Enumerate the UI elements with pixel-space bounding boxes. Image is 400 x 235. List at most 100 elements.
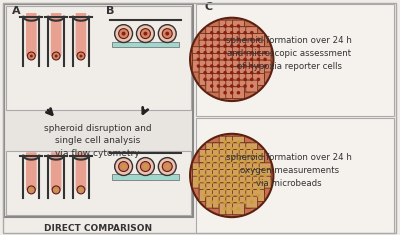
Circle shape [230, 154, 234, 157]
Text: DIRECT COMPARISON: DIRECT COMPARISON [44, 223, 152, 233]
FancyBboxPatch shape [196, 4, 394, 116]
Circle shape [237, 84, 240, 88]
Circle shape [257, 71, 260, 74]
FancyBboxPatch shape [239, 163, 251, 175]
FancyBboxPatch shape [246, 189, 258, 201]
FancyBboxPatch shape [219, 143, 231, 155]
FancyBboxPatch shape [232, 196, 244, 208]
Circle shape [217, 194, 220, 197]
Text: C: C [205, 2, 213, 12]
Circle shape [223, 71, 227, 74]
Circle shape [230, 24, 234, 28]
Circle shape [263, 167, 267, 171]
Circle shape [230, 194, 234, 197]
FancyBboxPatch shape [212, 183, 224, 195]
Circle shape [250, 84, 254, 88]
FancyBboxPatch shape [219, 80, 231, 92]
Circle shape [223, 174, 227, 177]
Circle shape [203, 167, 207, 171]
Circle shape [230, 38, 234, 41]
Circle shape [217, 147, 220, 151]
Circle shape [250, 154, 254, 157]
FancyBboxPatch shape [199, 40, 211, 52]
Circle shape [223, 84, 227, 88]
FancyBboxPatch shape [199, 149, 211, 161]
FancyBboxPatch shape [239, 67, 251, 79]
Circle shape [223, 167, 227, 171]
Circle shape [250, 194, 254, 197]
FancyBboxPatch shape [212, 156, 224, 168]
FancyBboxPatch shape [206, 80, 218, 92]
FancyBboxPatch shape [219, 40, 231, 52]
FancyBboxPatch shape [212, 67, 224, 79]
FancyBboxPatch shape [219, 20, 231, 32]
Circle shape [243, 44, 247, 48]
FancyBboxPatch shape [219, 53, 231, 65]
Circle shape [250, 44, 254, 48]
FancyBboxPatch shape [232, 87, 244, 99]
FancyBboxPatch shape [232, 176, 244, 188]
Circle shape [237, 147, 240, 151]
FancyBboxPatch shape [259, 163, 271, 175]
Circle shape [257, 187, 260, 191]
Circle shape [237, 58, 240, 61]
Circle shape [119, 162, 128, 172]
FancyBboxPatch shape [212, 73, 224, 85]
Circle shape [243, 187, 247, 191]
Circle shape [237, 187, 240, 191]
FancyBboxPatch shape [232, 73, 244, 85]
FancyBboxPatch shape [219, 176, 231, 188]
Circle shape [237, 31, 240, 35]
FancyBboxPatch shape [239, 80, 251, 92]
Circle shape [203, 78, 207, 81]
Circle shape [203, 71, 207, 74]
Ellipse shape [158, 25, 176, 43]
Ellipse shape [136, 25, 154, 43]
Circle shape [223, 207, 227, 211]
FancyBboxPatch shape [219, 196, 231, 208]
Circle shape [243, 147, 247, 151]
Circle shape [30, 188, 33, 191]
Circle shape [250, 64, 254, 68]
Circle shape [203, 44, 207, 48]
FancyBboxPatch shape [226, 40, 238, 52]
FancyBboxPatch shape [226, 53, 238, 65]
Circle shape [223, 44, 227, 48]
Circle shape [230, 91, 234, 94]
FancyBboxPatch shape [246, 183, 258, 195]
Circle shape [250, 180, 254, 184]
Circle shape [210, 84, 214, 88]
Circle shape [197, 180, 200, 184]
Circle shape [237, 154, 240, 157]
Circle shape [210, 147, 214, 151]
FancyBboxPatch shape [192, 53, 204, 65]
FancyBboxPatch shape [259, 53, 271, 65]
Circle shape [197, 64, 200, 68]
FancyBboxPatch shape [246, 176, 258, 188]
FancyBboxPatch shape [232, 143, 244, 155]
Circle shape [210, 71, 214, 74]
FancyBboxPatch shape [26, 152, 37, 190]
FancyBboxPatch shape [226, 47, 238, 59]
Circle shape [77, 52, 85, 60]
FancyBboxPatch shape [212, 189, 224, 201]
FancyBboxPatch shape [206, 149, 218, 161]
FancyBboxPatch shape [252, 176, 264, 188]
FancyBboxPatch shape [192, 163, 204, 175]
Circle shape [210, 187, 214, 191]
Circle shape [203, 154, 207, 157]
Circle shape [203, 187, 207, 191]
Circle shape [210, 38, 214, 41]
FancyBboxPatch shape [226, 73, 238, 85]
Circle shape [140, 29, 150, 39]
FancyBboxPatch shape [246, 196, 258, 208]
Circle shape [257, 78, 260, 81]
Circle shape [243, 194, 247, 197]
FancyBboxPatch shape [219, 47, 231, 59]
Circle shape [237, 78, 240, 81]
FancyBboxPatch shape [259, 169, 271, 181]
Circle shape [122, 31, 126, 35]
FancyBboxPatch shape [219, 189, 231, 201]
FancyBboxPatch shape [226, 203, 238, 215]
Circle shape [223, 64, 227, 68]
